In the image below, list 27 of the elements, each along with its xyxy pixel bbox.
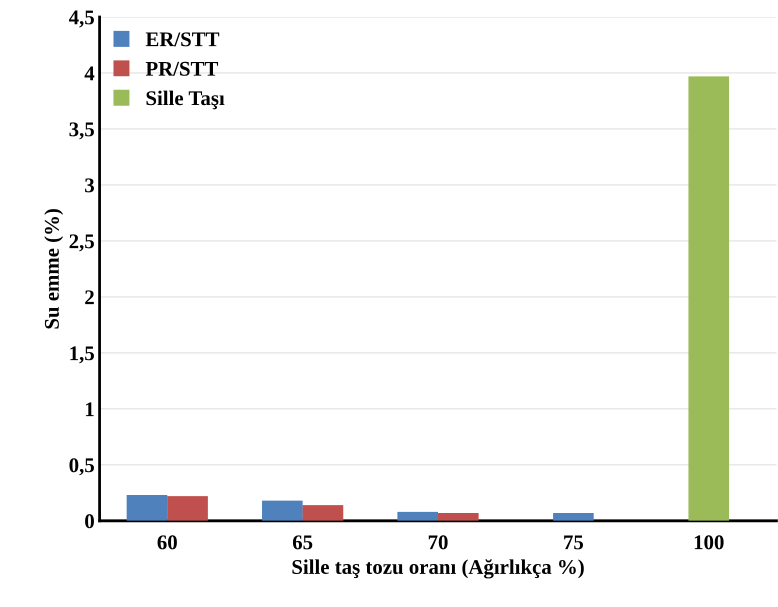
legend-label: Sille Taşı	[146, 90, 224, 110]
y-tick-label: 4	[84, 66, 94, 80]
x-tick-label: 70	[428, 535, 448, 550]
y-tick-label: 1	[86, 402, 94, 416]
y-tick-label: 2	[85, 290, 94, 304]
x-tick-label: 60	[158, 535, 177, 550]
bar	[397, 512, 438, 521]
y-tick-label: 4,5	[68, 10, 94, 28]
bar	[126, 495, 168, 521]
y-tick-label: 0	[85, 514, 94, 528]
x-tick-label: 75	[564, 536, 584, 550]
legend-label: PR/STT	[146, 62, 218, 76]
bar	[167, 496, 208, 521]
x-axis-title: Sille taş tozu oranı (Ağırlıkça %)	[292, 559, 584, 578]
y-axis-title: Su emme (%)	[44, 209, 64, 329]
bar	[688, 76, 730, 521]
y-tick-label: 3,5	[69, 122, 94, 140]
bar	[262, 500, 303, 521]
x-tick-label: 100	[694, 535, 724, 550]
y-tick-label: 1,5	[70, 346, 94, 364]
bar	[438, 512, 479, 521]
x-tick-label: 65	[292, 535, 312, 550]
y-tick-label: 2,5	[70, 234, 94, 252]
y-tick-label: 3	[85, 178, 94, 192]
y-tick-label: 0,5	[69, 458, 94, 476]
bar	[302, 505, 344, 521]
legend-label: ER/STT	[146, 32, 220, 46]
